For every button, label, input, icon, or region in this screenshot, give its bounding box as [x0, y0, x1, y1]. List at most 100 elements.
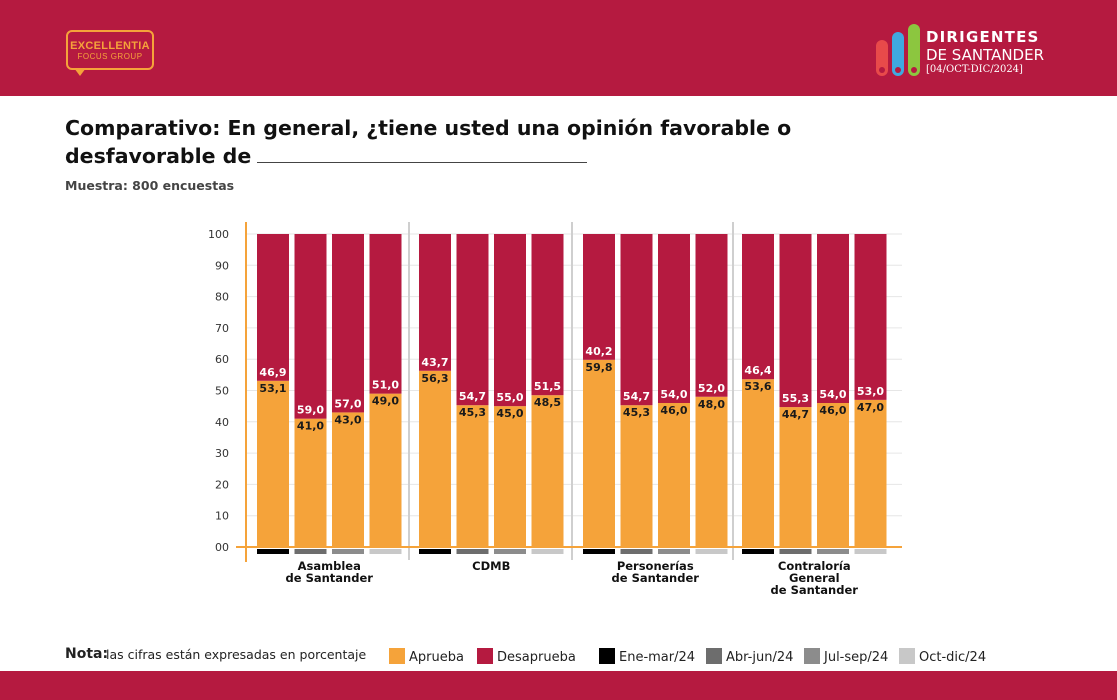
green-pill-icon [908, 24, 920, 76]
data-label-desaprueba: 54,7 [459, 390, 486, 403]
bar-aprueba [419, 370, 451, 547]
period-marker [583, 549, 615, 554]
legend-label-period-2: Abr-jun/24 [726, 650, 794, 665]
bar-aprueba [531, 395, 564, 547]
data-label-aprueba: 53,6 [744, 380, 771, 393]
bar-aprueba [369, 393, 402, 547]
data-label-aprueba: 46,0 [819, 404, 846, 417]
title-blank-line [257, 143, 588, 163]
data-label-desaprueba: 59,0 [297, 404, 324, 417]
bar-desaprueba [332, 234, 364, 413]
legend-item-period-2: Abr-jun/24 [706, 648, 793, 666]
y-tick-label: 50 [215, 385, 229, 398]
period-marker [369, 549, 402, 554]
bar-aprueba [742, 379, 774, 547]
period-marker [257, 549, 289, 554]
category-label: General [789, 571, 840, 585]
data-label-aprueba: 44,7 [782, 408, 809, 421]
y-tick-label: 40 [215, 416, 229, 429]
logo-name: EXCELLENTIA [70, 40, 150, 52]
legend-label-period-4: Oct-dic/24 [919, 650, 987, 665]
bar-desaprueba [695, 234, 728, 397]
period-marker [494, 549, 526, 554]
legend-swatch-period-4 [899, 648, 915, 664]
data-label-aprueba: 47,0 [857, 401, 884, 414]
category-label: CDMB [472, 559, 510, 573]
bar-aprueba [779, 407, 812, 547]
legend-swatch-desaprueba [477, 648, 493, 664]
category-label: de Santander [612, 571, 700, 585]
y-tick-label: 00 [215, 541, 229, 554]
bar-aprueba [817, 403, 849, 547]
period-marker [817, 549, 849, 554]
data-label-aprueba: 43,0 [334, 413, 361, 426]
data-label-desaprueba: 51,5 [534, 380, 561, 393]
logo-line-3: [04/OCT-DIC/2024] [926, 64, 1023, 75]
bar-aprueba [583, 359, 615, 547]
data-label-desaprueba: 54,0 [660, 388, 687, 401]
legend-item-period-1: Ene-mar/24 [599, 648, 695, 666]
footer-band [0, 671, 1117, 700]
data-label-aprueba: 45,3 [459, 406, 486, 419]
y-tick-label: 60 [215, 353, 229, 366]
bar-desaprueba [620, 234, 653, 406]
period-marker [419, 549, 451, 554]
bar-desaprueba [257, 234, 289, 381]
bar-aprueba [294, 418, 327, 547]
bar-desaprueba [369, 234, 402, 394]
period-marker [531, 549, 564, 554]
data-label-desaprueba: 54,0 [819, 388, 846, 401]
data-label-desaprueba: 53,0 [857, 385, 884, 398]
speech-bubble-tail [74, 68, 86, 76]
y-tick-label: 80 [215, 291, 229, 304]
bar-desaprueba [294, 234, 327, 419]
data-label-desaprueba: 40,2 [585, 345, 612, 358]
y-tick-label: 10 [215, 510, 229, 523]
data-label-aprueba: 56,3 [421, 372, 448, 385]
period-marker [779, 549, 812, 554]
bar-desaprueba [583, 234, 615, 360]
logo-line-2: DE SANTANDER [926, 46, 1045, 64]
bar-desaprueba [456, 234, 489, 406]
y-tick-label: 30 [215, 447, 229, 460]
legend-item-aprueba: Aprueba [389, 648, 464, 666]
bar-aprueba [456, 405, 489, 547]
category-label: Asamblea [298, 559, 361, 573]
data-label-aprueba: 59,8 [585, 361, 612, 374]
data-label-desaprueba: 55,0 [496, 391, 523, 404]
chart-title: Comparativo: En general, ¿tiene usted un… [65, 114, 825, 170]
y-tick-label: 90 [215, 259, 229, 272]
category-label: Contraloría [778, 559, 851, 573]
period-marker [658, 549, 690, 554]
data-label-aprueba: 53,1 [259, 382, 286, 395]
bar-desaprueba [531, 234, 564, 396]
legend-item-period-4: Oct-dic/24 [899, 648, 986, 666]
y-tick-label: 20 [215, 478, 229, 491]
y-tick-label: 70 [215, 322, 229, 335]
period-marker [456, 549, 489, 554]
bar-aprueba [332, 412, 364, 547]
data-label-aprueba: 48,5 [534, 396, 561, 409]
data-label-desaprueba: 46,9 [259, 366, 286, 379]
bar-aprueba [620, 405, 653, 547]
period-marker [695, 549, 728, 554]
note-text: las cifras están expresadas en porcentaj… [106, 647, 367, 662]
legend-swatch-aprueba [389, 648, 405, 664]
data-label-desaprueba: 43,7 [421, 356, 448, 369]
data-label-desaprueba: 51,0 [372, 379, 399, 392]
speech-bubble-icon [66, 30, 154, 70]
period-marker [742, 549, 774, 554]
bar-aprueba [854, 399, 887, 547]
bar-desaprueba [742, 234, 774, 380]
red-pill-icon [876, 40, 888, 76]
legend-label-aprueba: Aprueba [409, 650, 464, 665]
legend-label-period-3: Jul-sep/24 [824, 650, 889, 665]
data-label-desaprueba: 46,4 [744, 364, 771, 377]
category-label: Personerías [617, 559, 694, 573]
legend-swatch-period-1 [599, 648, 615, 664]
period-marker [854, 549, 887, 554]
bar-aprueba [494, 406, 526, 547]
data-label-aprueba: 45,3 [623, 406, 650, 419]
bar-aprueba [257, 380, 289, 547]
bar-desaprueba [419, 234, 451, 371]
